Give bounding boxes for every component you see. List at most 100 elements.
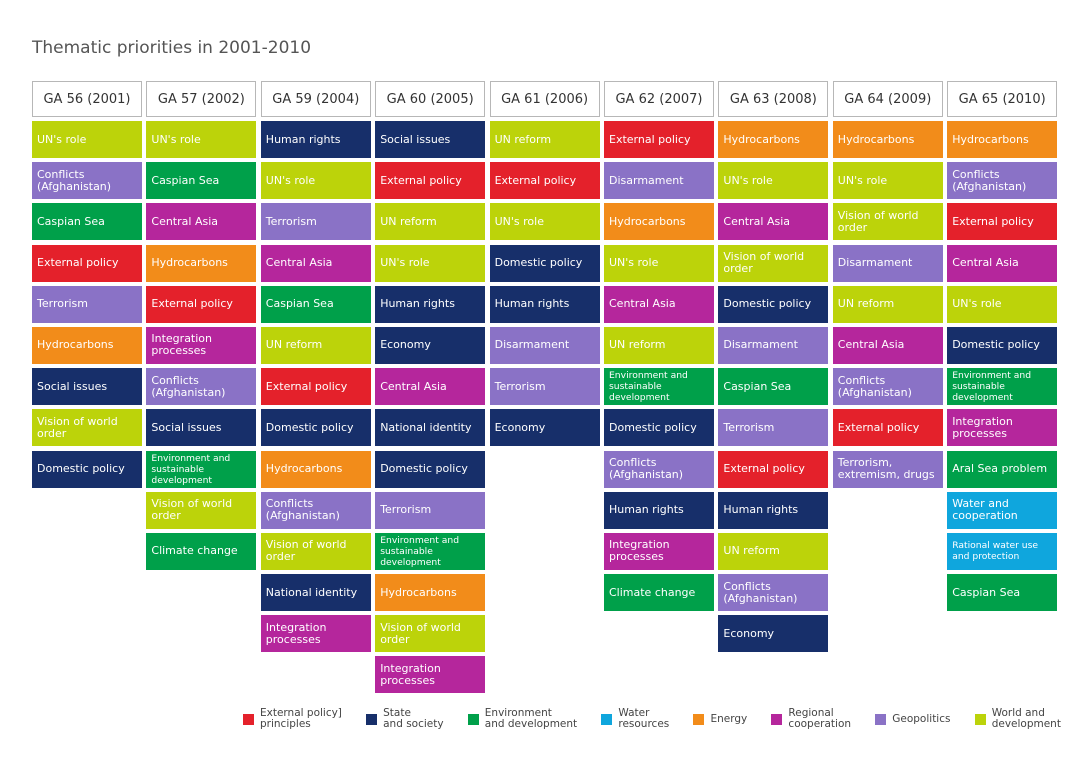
priority-cell: Climate change <box>604 574 714 612</box>
priority-cell: Conflicts (Afghanistan) <box>832 368 943 406</box>
priority-cell: External policy <box>146 285 257 323</box>
legend-label: State and society <box>383 707 444 730</box>
ga-column: GA 56 (2001) UN's role Conflicts (Afghanis… <box>32 81 142 492</box>
priority-cell: Disarmament <box>604 162 714 200</box>
priority-cell: Human rights <box>489 285 600 323</box>
legend: External policy] principles State and soc… <box>243 708 1061 730</box>
priority-cell: Domestic policy <box>489 244 600 282</box>
ga-column: GA 61 (2006) UN reform External policy UN's… <box>489 81 600 451</box>
priority-cell: Hydrocarbons <box>604 203 714 241</box>
column-header: GA 60 (2005) <box>375 81 486 117</box>
legend-item: External policy] principles <box>243 708 342 730</box>
priority-cell: Human rights <box>375 285 486 323</box>
ga-column: GA 64 (2009) Hydrocarbons UN's role Vision … <box>832 81 943 492</box>
priority-cell: Terrorism, extremism, drugs <box>832 450 943 488</box>
priority-cell: Domestic policy <box>32 450 142 488</box>
priority-cell: Vision of world order <box>718 244 829 282</box>
priority-cell: Caspian Sea <box>947 574 1058 612</box>
priority-cell: Vision of world order <box>260 532 371 570</box>
priority-cell: National identity <box>375 409 486 447</box>
priority-cell: External policy <box>718 450 829 488</box>
priority-cell: Hydrocarbons <box>260 450 371 488</box>
legend-swatch <box>693 713 705 725</box>
legend-item: Geopolitics <box>875 713 950 725</box>
priority-cell: Environment and sustainable development <box>947 368 1058 406</box>
priority-cell: Domestic policy <box>718 285 829 323</box>
priority-cell: Conflicts (Afghanistan) <box>718 574 829 612</box>
priority-cell: Aral Sea problem <box>947 450 1058 488</box>
priority-cell: Caspian Sea <box>260 285 371 323</box>
legend-label: Environment and development <box>484 707 578 730</box>
priority-cell: Central Asia <box>832 326 943 364</box>
legend-swatch <box>366 713 378 725</box>
priority-cell: National identity <box>260 574 371 612</box>
priority-cell: Economy <box>718 615 829 653</box>
priority-cell: Terrorism <box>489 368 600 406</box>
priority-cell: Caspian Sea <box>718 368 829 406</box>
priority-cell: External policy <box>832 409 943 447</box>
priority-cell: Central Asia <box>718 203 829 241</box>
priority-cell: External policy <box>489 162 600 200</box>
priority-cell: Integration processes <box>146 326 257 364</box>
priority-cell: Vision of world order <box>32 409 142 447</box>
priority-cell: Vision of world order <box>832 203 943 241</box>
priority-cell: UN reform <box>489 121 600 158</box>
priority-cell: UN's role <box>718 162 829 200</box>
priority-cell: Terrorism <box>375 491 486 529</box>
legend-item: State and society <box>366 707 444 730</box>
legend-swatch <box>243 713 254 725</box>
ga-column: GA 60 (2005) Social issues External policy… <box>375 81 486 698</box>
priority-cell: Human rights <box>718 491 829 529</box>
legend-item: Water resources <box>601 708 669 730</box>
column-header: GA 63 (2008) <box>718 81 829 117</box>
column-header: GA 61 (2006) <box>489 81 600 117</box>
priority-cell: Human rights <box>260 121 371 158</box>
priority-cell: Economy <box>489 409 600 447</box>
priority-cell: Environment and sustainable development <box>375 532 486 570</box>
column-header: GA 64 (2009) <box>832 81 943 117</box>
priority-cell: Caspian Sea <box>146 162 257 200</box>
legend-swatch <box>875 713 887 725</box>
priority-cell: Terrorism <box>718 409 829 447</box>
priority-cell: Conflicts (Afghanistan) <box>260 491 371 529</box>
priority-cell: UN reform <box>832 285 943 323</box>
priority-cell: Integration processes <box>375 656 486 694</box>
priority-cell: Caspian Sea <box>32 203 142 241</box>
priority-cell: Hydrocarbons <box>718 121 829 158</box>
priority-cell: Central Asia <box>146 203 257 241</box>
priority-cell: Central Asia <box>947 244 1058 282</box>
priority-cell: External policy <box>260 368 371 406</box>
priority-cell: Integration processes <box>947 409 1058 447</box>
priority-cell: Hydrocarbons <box>832 121 943 158</box>
ga-column: GA 59 (2004) Human rights UN's role Terrori… <box>260 81 371 656</box>
priority-cell: UN's role <box>832 162 943 200</box>
column-header: GA 56 (2001) <box>32 81 142 117</box>
ga-column: GA 62 (2007) External policy Disarmament Hy… <box>604 81 714 615</box>
priority-cell: Domestic policy <box>375 450 486 488</box>
priority-cell: Rational water use and protection <box>947 532 1058 570</box>
column-header: GA 65 (2010) <box>947 81 1058 117</box>
legend-label: World and development <box>991 707 1061 730</box>
priority-cell: Social issues <box>32 368 142 406</box>
legend-item: Environment and development <box>467 707 578 730</box>
priority-cell: Conflicts (Afghanistan) <box>604 450 714 488</box>
legend-item: Energy <box>693 712 748 725</box>
priority-cell: Water and cooperation <box>947 491 1058 529</box>
ga-column: GA 63 (2008) Hydrocarbons UN's role Central… <box>718 81 829 656</box>
priority-cell: Disarmament <box>718 326 829 364</box>
priority-cell: Central Asia <box>375 368 486 406</box>
priority-cell: Domestic policy <box>947 326 1058 364</box>
priority-cell: Social issues <box>375 121 486 158</box>
priority-cell: Terrorism <box>260 203 371 241</box>
legend-label: Energy <box>710 712 748 725</box>
priority-cell: External policy <box>947 203 1058 241</box>
priority-cell: Central Asia <box>604 285 714 323</box>
column-header: GA 59 (2004) <box>260 81 371 117</box>
priority-cell: UN's role <box>375 244 486 282</box>
priority-cell: UN reform <box>260 326 371 364</box>
legend-item: World and development <box>974 707 1061 730</box>
priority-cell: Disarmament <box>489 326 600 364</box>
priority-cell: UN reform <box>718 532 829 570</box>
priority-cell: Disarmament <box>832 244 943 282</box>
priority-cell: Environment and sustainable development <box>146 450 257 488</box>
